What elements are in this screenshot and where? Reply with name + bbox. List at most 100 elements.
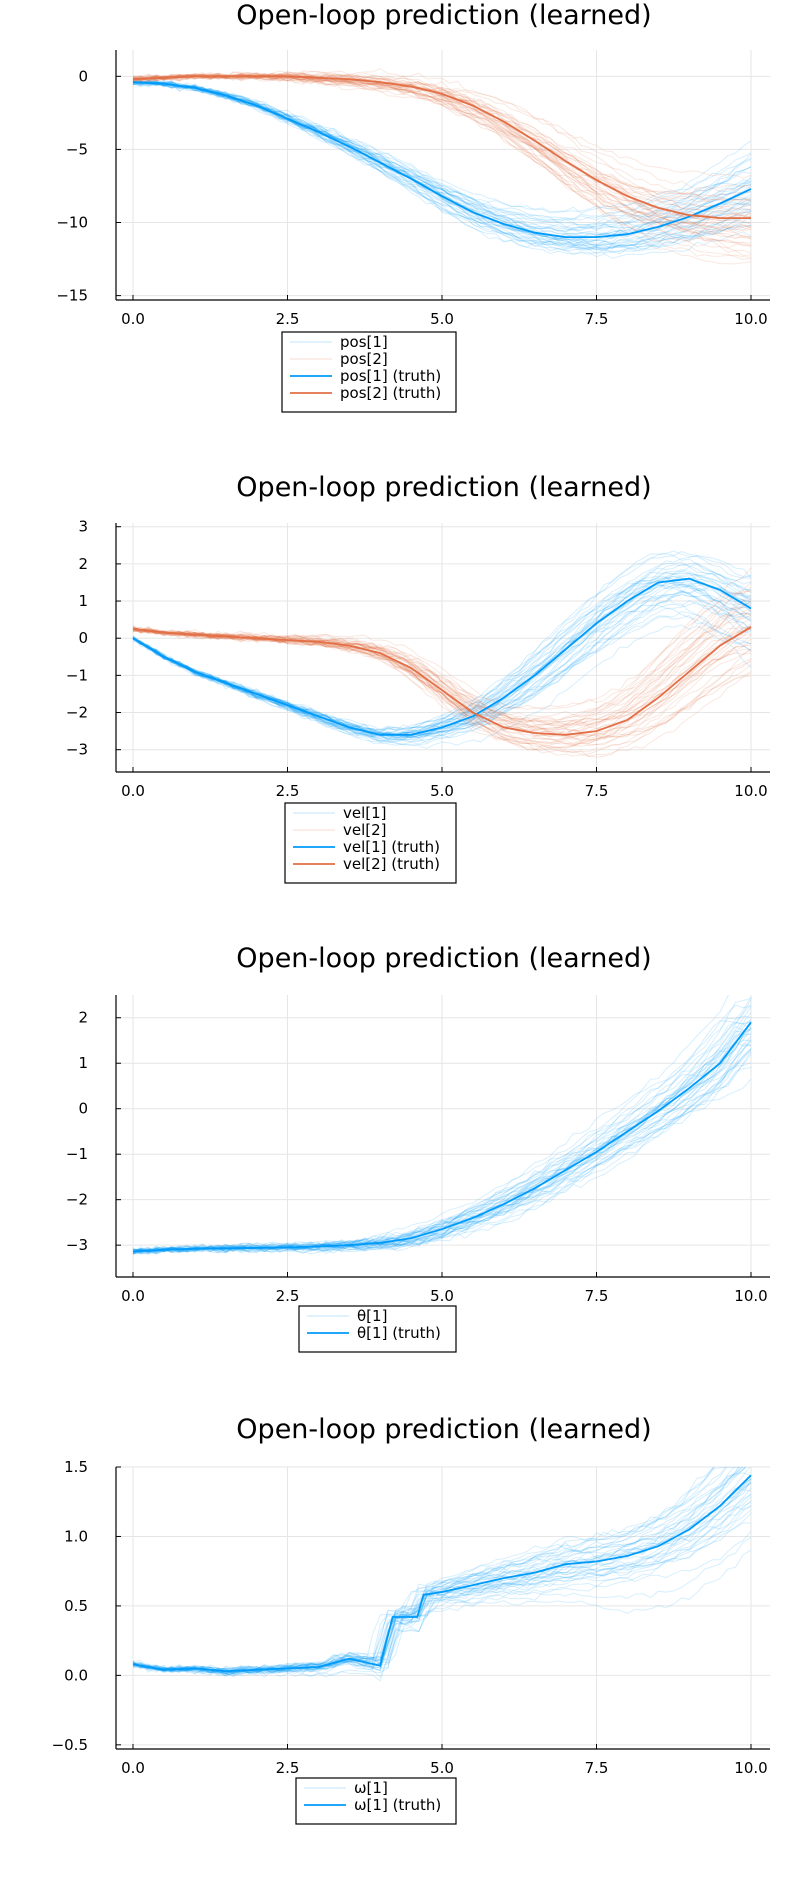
- ensemble-line: [132, 614, 752, 734]
- ensemble-line: [132, 1040, 752, 1255]
- ensemble-line: [132, 1062, 752, 1255]
- ensemble-line: [132, 74, 752, 240]
- ensemble-line: [132, 81, 752, 255]
- ensemble-line: [132, 80, 752, 252]
- ensemble-line: [132, 594, 752, 741]
- y-tick-label: 0: [78, 67, 88, 85]
- ensemble-line: [132, 1020, 752, 1253]
- legend-label: pos[2]: [340, 350, 388, 368]
- x-tick-label: 10.0: [734, 310, 767, 328]
- ensemble-line: [132, 629, 751, 749]
- ensemble-line: [132, 1467, 728, 1674]
- ensemble-line: [132, 555, 751, 733]
- y-tick-label: −15: [56, 287, 88, 305]
- ensemble-line: [132, 80, 752, 230]
- ensemble-line: [132, 81, 752, 245]
- chart-title: Open-loop prediction (learned): [236, 0, 651, 31]
- y-tick-label: −5: [66, 140, 88, 158]
- ensemble-line: [132, 81, 752, 238]
- ensemble-line: [132, 80, 752, 230]
- y-tick-label: −3: [66, 1236, 88, 1254]
- ensemble-line: [132, 1496, 752, 1677]
- ensemble-line: [132, 624, 752, 750]
- ensemble-line: [132, 609, 752, 724]
- legend-label: vel[2] (truth): [343, 855, 440, 873]
- ensemble-line: [132, 590, 752, 743]
- ensemble-line: [132, 1467, 714, 1673]
- ensemble-line: [132, 995, 730, 1253]
- ensemble-line: [132, 1467, 716, 1673]
- ensemble-line: [132, 1015, 752, 1253]
- legend-label: pos[1]: [340, 333, 388, 351]
- y-tick-label: 2: [78, 1009, 88, 1027]
- ensemble-line: [132, 588, 752, 739]
- legend-box: [295, 1777, 457, 1825]
- ensemble-line: [132, 999, 752, 1255]
- ensemble-line: [132, 584, 752, 739]
- ensemble-line: [132, 563, 752, 735]
- ensemble-line: [132, 1487, 752, 1678]
- ensemble-line: [132, 1467, 716, 1672]
- chart-panel-3: Open-loop prediction (learned) 0.0 2.5 5.0 7…: [66, 943, 770, 1353]
- y-tick-label: −2: [66, 1191, 88, 1209]
- x-tick-label: 5.0: [430, 310, 454, 328]
- ensemble-line: [132, 1494, 752, 1676]
- ensemble-line: [132, 1027, 752, 1255]
- legend-label: θ[1]: [357, 1307, 387, 1325]
- x-tick-label: 2.5: [276, 1287, 300, 1305]
- ensemble-line: [132, 610, 752, 731]
- x-tick-label: 0.0: [121, 782, 145, 800]
- y-tick-label: −1: [66, 1145, 88, 1163]
- y-tick-label: −2: [66, 704, 88, 722]
- truth-line: [132, 1474, 752, 1673]
- legend-label: ω[1]: [354, 1779, 388, 1797]
- legend-label: pos[1] (truth): [340, 367, 441, 385]
- y-tick-label: −10: [56, 214, 88, 232]
- truth-line: [132, 577, 752, 736]
- ensemble-line: [132, 1505, 752, 1677]
- ensemble-line: [132, 593, 752, 740]
- y-tick-label: −1: [66, 666, 88, 684]
- x-tick-label: 2.5: [276, 782, 300, 800]
- ensemble-line: [132, 74, 752, 258]
- ensemble-line: [132, 81, 752, 229]
- ensemble-line: [132, 610, 752, 745]
- ensemble-line: [132, 582, 752, 709]
- ensemble-line: [132, 997, 752, 1254]
- chart-panel-4: Open-loop prediction (learned) 0.0 2.5 5.0 7…: [52, 1414, 770, 1825]
- y-tick-label: 0.0: [64, 1666, 88, 1684]
- x-tick-label: 0.0: [121, 1759, 145, 1777]
- ensemble-line: [132, 81, 752, 221]
- x-tick-label: 0.0: [121, 310, 145, 328]
- ensemble-line: [132, 71, 752, 212]
- y-tick-label: −3: [66, 741, 88, 759]
- ensemble-line: [132, 73, 752, 211]
- legend-label: pos[2] (truth): [340, 384, 441, 402]
- ensemble-line: [132, 72, 752, 229]
- ensemble-line: [132, 1536, 752, 1677]
- ensemble-trajectories: [132, 1467, 752, 1682]
- legend-box: [298, 1305, 457, 1353]
- x-tick-label: 2.5: [276, 310, 300, 328]
- chart-panel-1: Open-loop prediction (learned) 0.0 2.5 5.0 7…: [56, 0, 770, 413]
- ensemble-line: [132, 81, 752, 247]
- ensemble-line: [132, 582, 752, 738]
- ensemble-line: [132, 1018, 752, 1255]
- ensemble-line: [132, 1500, 752, 1676]
- ensemble-line: [132, 629, 752, 732]
- ensemble-line: [132, 73, 752, 247]
- legend: θ[1]θ[1] (truth): [298, 1305, 457, 1353]
- ensemble-line: [132, 1041, 752, 1254]
- x-tick-label: 7.5: [585, 310, 609, 328]
- x-tick-label: 7.5: [585, 1287, 609, 1305]
- ensemble-line: [132, 626, 752, 738]
- legend-label: θ[1] (truth): [357, 1324, 441, 1342]
- ensemble-line: [132, 1467, 746, 1674]
- chart-title: Open-loop prediction (learned): [236, 472, 651, 503]
- ensemble-line: [132, 1549, 752, 1682]
- ensemble-line: [132, 1482, 752, 1675]
- ensemble-line: [132, 80, 752, 250]
- ensemble-line: [132, 1007, 752, 1254]
- ensemble-line: [132, 74, 752, 265]
